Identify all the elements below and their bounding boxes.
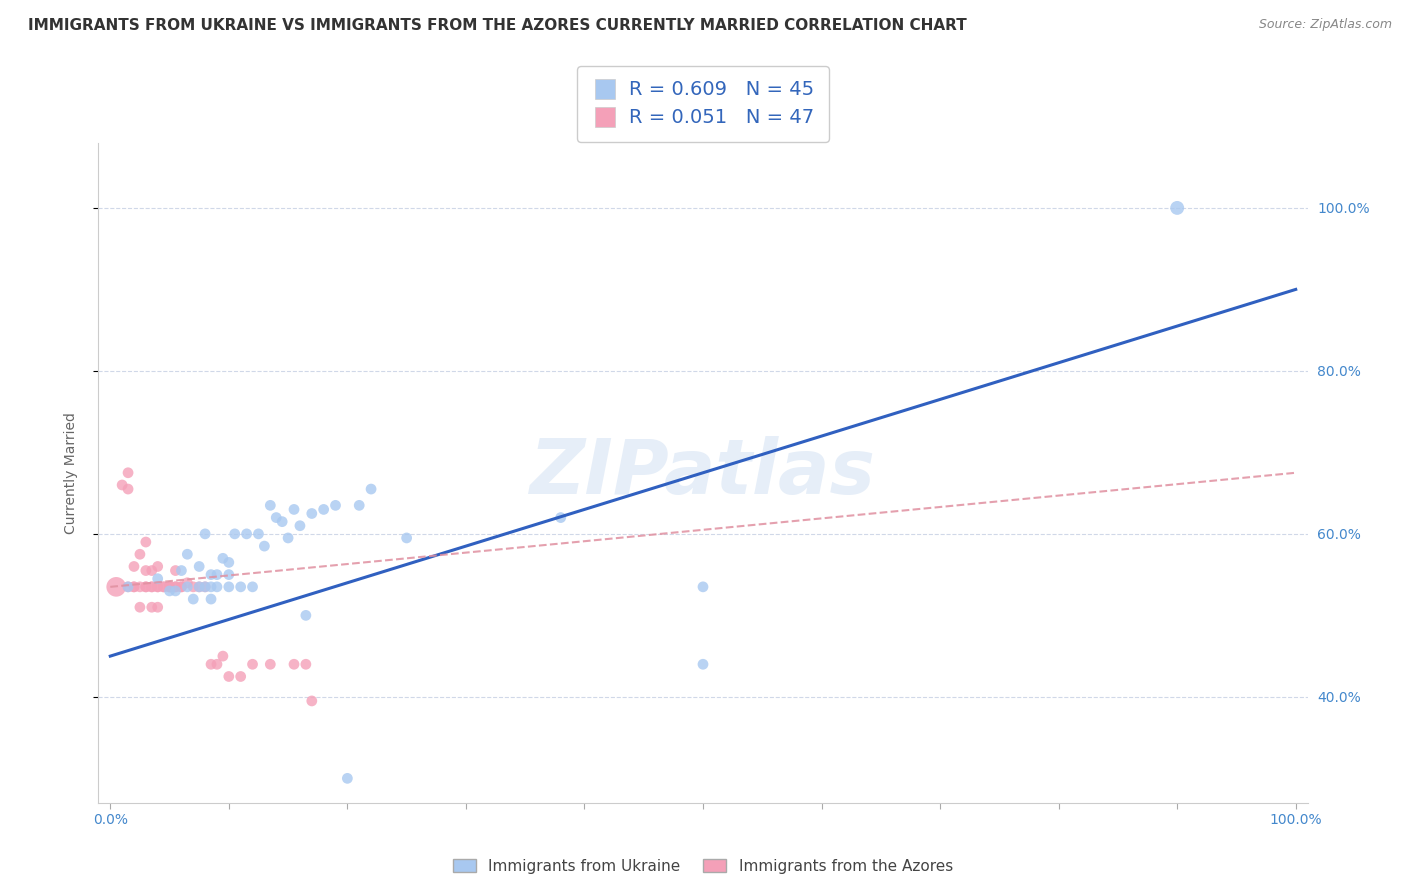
- Point: [1166, 201, 1188, 215]
- Point: [122, 580, 145, 594]
- Point: [188, 580, 211, 594]
- Point: [692, 657, 714, 672]
- Point: [188, 580, 211, 594]
- Point: [188, 559, 211, 574]
- Point: [288, 518, 311, 533]
- Point: [146, 580, 169, 594]
- Point: [170, 580, 193, 594]
- Point: [347, 499, 370, 513]
- Point: [264, 510, 287, 524]
- Point: [135, 564, 157, 578]
- Point: [152, 580, 174, 594]
- Point: [242, 580, 264, 594]
- Point: [692, 580, 714, 594]
- Point: [159, 580, 181, 594]
- Point: [117, 580, 139, 594]
- Point: [165, 564, 187, 578]
- Point: [129, 547, 152, 561]
- Point: [159, 583, 181, 598]
- Point: [205, 580, 228, 594]
- Point: [212, 551, 235, 566]
- Point: [152, 580, 174, 594]
- Point: [218, 567, 240, 582]
- Point: [194, 580, 217, 594]
- Point: [218, 555, 240, 569]
- Point: [129, 580, 152, 594]
- Point: [117, 580, 139, 594]
- Point: [253, 539, 276, 553]
- Point: [200, 580, 222, 594]
- Legend: Immigrants from Ukraine, Immigrants from the Azores: Immigrants from Ukraine, Immigrants from…: [447, 853, 959, 880]
- Point: [111, 478, 134, 492]
- Point: [295, 657, 318, 672]
- Point: [360, 482, 382, 496]
- Point: [165, 580, 187, 594]
- Legend: R = 0.609   N = 45, R = 0.051   N = 47: R = 0.609 N = 45, R = 0.051 N = 47: [576, 66, 830, 142]
- Point: [122, 580, 145, 594]
- Point: [295, 608, 318, 623]
- Point: [283, 657, 305, 672]
- Point: [200, 592, 222, 607]
- Point: [176, 575, 198, 590]
- Point: [271, 515, 294, 529]
- Point: [277, 531, 299, 545]
- Point: [194, 580, 217, 594]
- Point: [205, 567, 228, 582]
- Point: [325, 499, 347, 513]
- Text: Source: ZipAtlas.com: Source: ZipAtlas.com: [1258, 18, 1392, 31]
- Point: [301, 507, 323, 521]
- Point: [395, 531, 418, 545]
- Point: [205, 657, 228, 672]
- Point: [170, 580, 193, 594]
- Point: [176, 547, 198, 561]
- Point: [135, 580, 157, 594]
- Point: [165, 580, 187, 594]
- Point: [218, 580, 240, 594]
- Point: [117, 466, 139, 480]
- Point: [259, 657, 281, 672]
- Text: IMMIGRANTS FROM UKRAINE VS IMMIGRANTS FROM THE AZORES CURRENTLY MARRIED CORRELAT: IMMIGRANTS FROM UKRAINE VS IMMIGRANTS FR…: [28, 18, 967, 33]
- Point: [301, 694, 323, 708]
- Point: [229, 669, 252, 683]
- Point: [129, 600, 152, 615]
- Point: [159, 580, 181, 594]
- Point: [194, 527, 217, 541]
- Point: [181, 580, 204, 594]
- Point: [247, 527, 270, 541]
- Point: [312, 502, 335, 516]
- Point: [141, 580, 163, 594]
- Point: [141, 564, 163, 578]
- Point: [259, 499, 281, 513]
- Point: [200, 657, 222, 672]
- Point: [550, 510, 572, 524]
- Point: [181, 592, 204, 607]
- Point: [105, 580, 128, 594]
- Point: [141, 580, 163, 594]
- Point: [212, 649, 235, 664]
- Point: [146, 559, 169, 574]
- Point: [229, 580, 252, 594]
- Point: [218, 669, 240, 683]
- Point: [283, 502, 305, 516]
- Point: [141, 600, 163, 615]
- Point: [146, 580, 169, 594]
- Point: [165, 583, 187, 598]
- Point: [224, 527, 246, 541]
- Y-axis label: Currently Married: Currently Married: [63, 412, 77, 533]
- Point: [117, 482, 139, 496]
- Point: [135, 580, 157, 594]
- Point: [200, 567, 222, 582]
- Point: [159, 580, 181, 594]
- Point: [122, 559, 145, 574]
- Point: [176, 580, 198, 594]
- Point: [135, 535, 157, 549]
- Point: [336, 772, 359, 786]
- Point: [235, 527, 257, 541]
- Point: [242, 657, 264, 672]
- Text: ZIPatlas: ZIPatlas: [530, 436, 876, 509]
- Point: [146, 600, 169, 615]
- Point: [170, 564, 193, 578]
- Point: [146, 572, 169, 586]
